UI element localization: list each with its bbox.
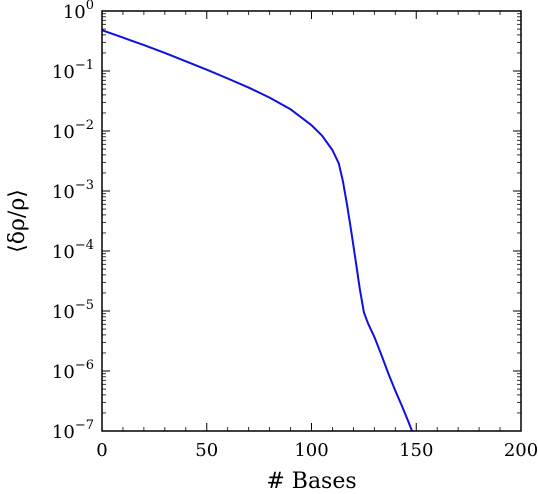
- y-tick-label: 10−7: [52, 418, 94, 443]
- y-tick-label: 10−2: [52, 118, 94, 143]
- y-tick-label-base: 10: [52, 242, 75, 263]
- y-tick-label-base: 10: [52, 182, 75, 203]
- y-tick-label-base: 10: [63, 2, 86, 23]
- y-tick-label-exponent: −5: [75, 298, 94, 313]
- tick-labels: 0 50 100 150 20010010−110−210−310−410−510−61…: [52, 0, 538, 461]
- ticks: [101, 10, 522, 432]
- y-tick-label: 10−5: [52, 298, 94, 323]
- y-tick-label-exponent: −7: [75, 418, 94, 433]
- y-tick-label: 10−1: [52, 58, 94, 83]
- y-axis-label: ⟨δρ/ρ⟩: [5, 189, 30, 253]
- y-tick-label-base: 10: [52, 302, 75, 323]
- y-tick-label: 10−6: [52, 358, 94, 383]
- plot-content: [102, 29, 413, 431]
- x-tick-label: 150: [399, 440, 433, 461]
- y-tick-label-base: 10: [52, 122, 75, 143]
- y-tick-label-exponent: 0: [86, 0, 94, 13]
- y-tick-label-exponent: −6: [75, 358, 94, 373]
- series-line-0: [102, 29, 413, 431]
- y-tick-label-exponent: −4: [75, 238, 94, 253]
- y-tick-label: 10−3: [52, 178, 94, 203]
- x-tick-label: 50: [195, 440, 218, 461]
- y-tick-label: 10−4: [52, 238, 94, 263]
- x-axis-label: # Bases: [266, 469, 356, 494]
- x-tick-label: 100: [294, 440, 328, 461]
- x-tick-label: 200: [504, 440, 538, 461]
- plot-frame: [101, 10, 522, 432]
- y-tick-label-base: 10: [52, 362, 75, 383]
- y-tick-label: 100: [63, 0, 94, 23]
- x-tick-label: 0: [96, 440, 107, 461]
- y-tick-label-base: 10: [52, 422, 75, 443]
- y-tick-label-exponent: −2: [75, 118, 94, 133]
- y-tick-label-exponent: −3: [75, 178, 94, 193]
- y-tick-label-base: 10: [52, 62, 75, 83]
- y-tick-label-exponent: −1: [75, 58, 94, 73]
